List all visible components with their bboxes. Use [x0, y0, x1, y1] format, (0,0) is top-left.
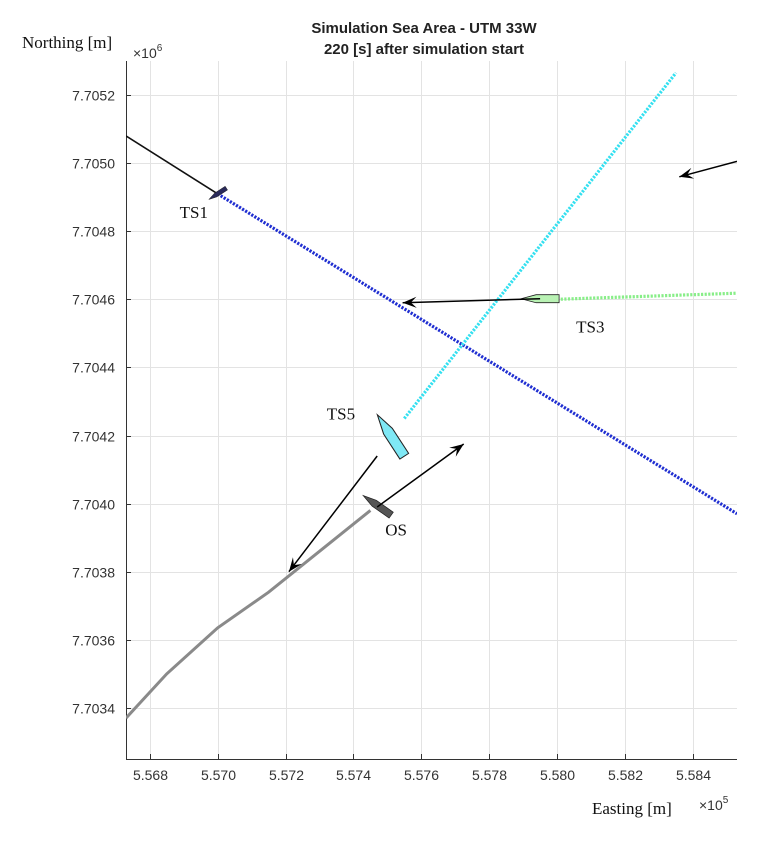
plot-area: [126, 61, 737, 759]
y-tick-label: 7.7034: [72, 701, 115, 717]
y-tick-label: 7.7042: [72, 429, 115, 445]
velocity-arrow-line: [679, 160, 737, 178]
velocity-arrow-line: [402, 297, 541, 304]
vessel-label-ts1: TS1: [180, 203, 208, 222]
chart-title: Simulation Sea Area - UTM 33W: [311, 20, 537, 37]
velocity-arrow-head: [449, 444, 464, 457]
series-line-ts3: [557, 291, 737, 301]
y-tick-label: 7.7052: [72, 88, 115, 104]
arrow-layer: [288, 160, 737, 573]
vessel-label-ts5: TS5: [327, 405, 355, 424]
vessel-label-ts3: TS3: [576, 318, 604, 337]
y-tick-label: 7.7044: [72, 360, 115, 376]
vessel-label-os: OS: [385, 520, 407, 539]
y-tick-label: 7.7050: [72, 156, 115, 172]
series-line-ts1-history: [126, 135, 219, 195]
vessel-layer: TS1 TS3 TS5 OS: [180, 185, 604, 539]
x-axis-multiplier: ×105: [699, 795, 729, 813]
vessel-ts1-hull: [208, 185, 228, 200]
velocity-arrow-head: [679, 167, 695, 179]
velocity-arrow-line: [288, 455, 378, 573]
x-tick-label: 5.572: [269, 767, 304, 783]
velocity-arrow-head: [288, 557, 302, 572]
y-multiplier-base: ×10: [133, 45, 157, 61]
y-multiplier-exp: 6: [157, 43, 163, 54]
x-axis-label: Easting [m]: [592, 799, 672, 818]
series-line-ts1: [216, 192, 737, 516]
velocity-arrow-head: [402, 296, 417, 308]
series-line-os: [126, 509, 372, 720]
y-axis-multiplier: ×106: [133, 43, 163, 61]
x-tick-label: 5.580: [540, 767, 575, 783]
x-multiplier-base: ×10: [699, 797, 723, 813]
x-tick-label: 5.574: [336, 767, 371, 783]
y-tick-label: 7.7048: [72, 224, 115, 240]
chart-subtitle: 220 [s] after simulation start: [324, 41, 524, 58]
grid: [126, 61, 737, 759]
y-tick-label: 7.7036: [72, 633, 115, 649]
x-tick-label: 5.582: [608, 767, 643, 783]
tick-labels: 5.568 5.570 5.572 5.574 5.576 5.578 5.580 5.582…: [72, 88, 711, 784]
vessel-ts5-hull: [376, 413, 410, 460]
y-tick-label: 7.7038: [72, 565, 115, 581]
x-tick-label: 5.570: [201, 767, 236, 783]
y-tick-label: 7.7040: [72, 497, 115, 513]
x-tick-label: 5.578: [472, 767, 507, 783]
x-tick-label: 5.584: [676, 767, 711, 783]
series-line-ts5: [403, 71, 678, 420]
y-axis-label: Northing [m]: [22, 33, 112, 52]
series-layer: [126, 71, 737, 720]
y-tick-label: 7.7046: [72, 292, 115, 308]
x-tick-label: 5.576: [404, 767, 439, 783]
x-tick-label: 5.568: [133, 767, 168, 783]
x-multiplier-exp: 5: [723, 795, 729, 806]
velocity-arrow-line: [376, 443, 465, 508]
